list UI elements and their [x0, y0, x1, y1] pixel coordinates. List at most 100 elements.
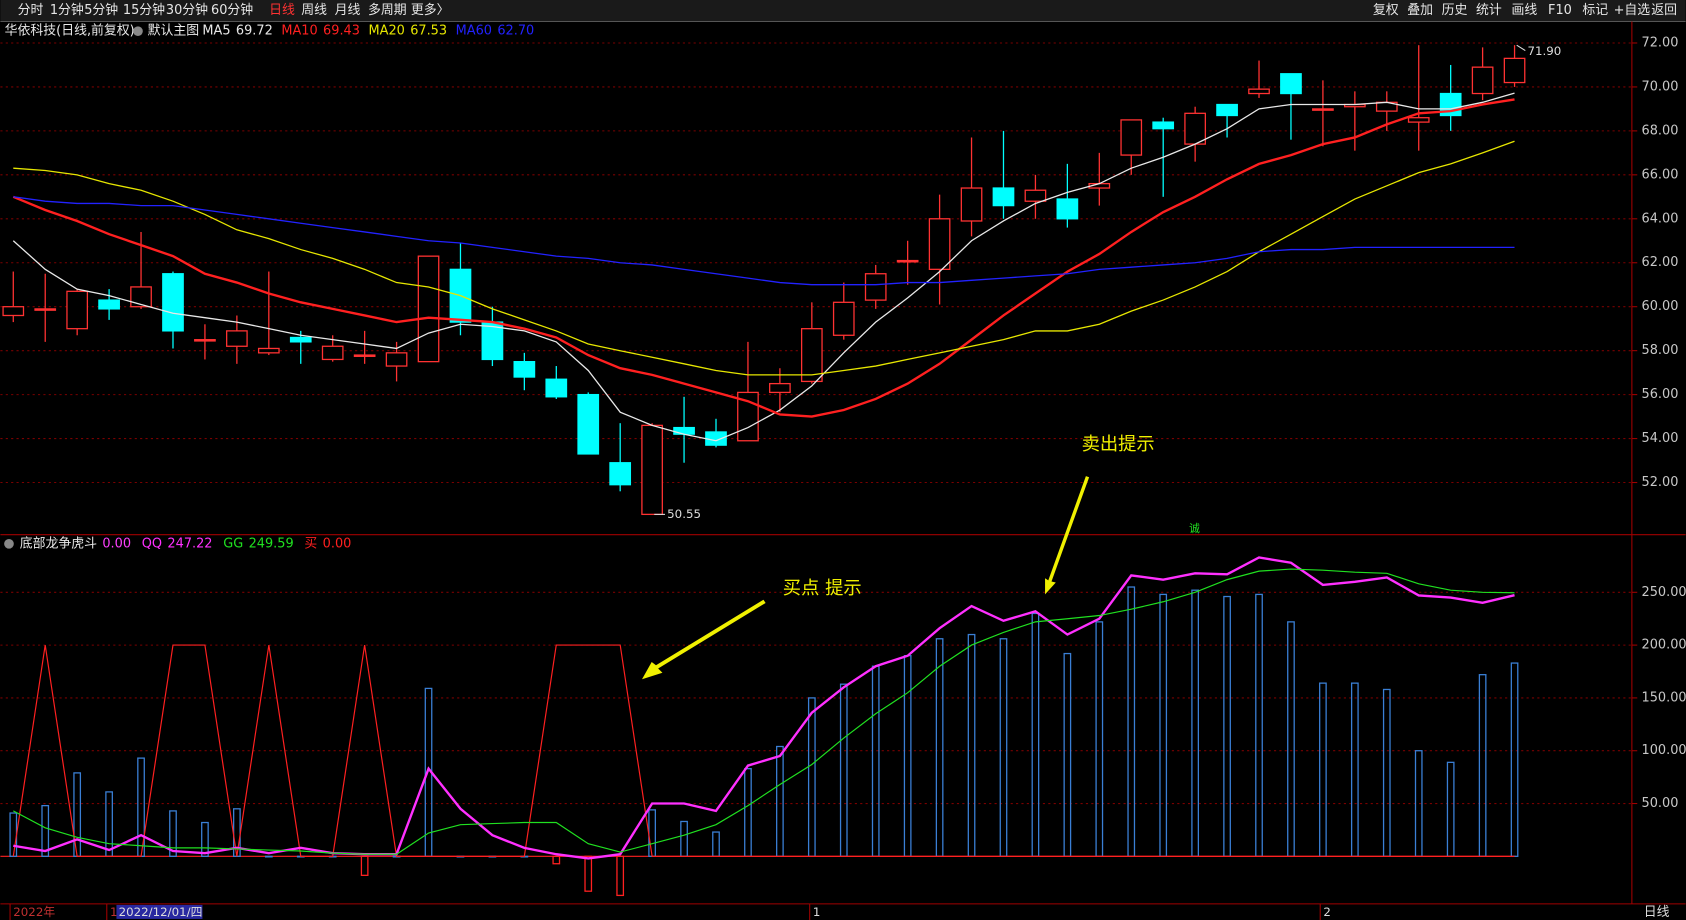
buy-arrow: [642, 599, 766, 680]
candle-body: [513, 360, 536, 378]
sell-hint: 卖出提示: [1082, 434, 1155, 455]
ma-line: [12, 92, 1515, 442]
ma-line: [12, 98, 1515, 418]
indicator-bar: [552, 855, 561, 865]
toolbar-button[interactable]: 更多〉: [411, 3, 450, 18]
y-tick-label: 64.00: [1642, 211, 1679, 226]
candle-body: [832, 301, 855, 336]
candle-body: [1024, 189, 1047, 202]
toolbar-button[interactable]: 复权: [1373, 2, 1399, 18]
candle-body: [257, 347, 280, 354]
y-tick-label: 66.00: [1642, 167, 1679, 182]
candle-body: [1280, 73, 1302, 95]
toolbar-button[interactable]: 30分钟: [166, 2, 208, 18]
candle-body: [1120, 119, 1143, 156]
legend-value: 62.70: [497, 24, 534, 39]
legend-value: 67.53: [410, 24, 447, 39]
toolbar-button[interactable]: 日线: [269, 3, 295, 18]
signal-mark: 诚: [1189, 522, 1200, 535]
legend-name: 买: [304, 536, 317, 551]
high-pointer: [1516, 44, 1526, 52]
toolbar-button[interactable]: 周线: [301, 3, 327, 18]
candle-body: [162, 273, 184, 332]
candle-body: [928, 218, 951, 270]
legend-value: 69.43: [323, 24, 360, 39]
toolbar-button[interactable]: 标记: [1582, 3, 1608, 18]
indicator-panel: 50.00 100.00 150.00 200.00 250.00 底部龙争虎斗 0.00 Q…: [0, 535, 1686, 897]
y-tick-label: 50.00: [1642, 796, 1679, 811]
legend-name: MA5: [202, 24, 230, 39]
y-tick-label: 52.00: [1642, 475, 1679, 490]
candle-body: [769, 382, 791, 394]
time-label: 2022年: [13, 905, 55, 919]
legend-value: 0.00: [323, 536, 352, 551]
candle-body: [1471, 66, 1494, 95]
toolbar-button[interactable]: 60分钟: [211, 2, 253, 18]
legend-value: 69.72: [236, 24, 273, 39]
candle-body: [1312, 108, 1334, 111]
indicator-bar: [584, 855, 593, 892]
toolbar-button[interactable]: 统计: [1476, 3, 1502, 18]
candle-body: [1216, 103, 1238, 117]
indicator-line: [13, 568, 1515, 855]
toolbar-button[interactable]: 返回: [1651, 3, 1677, 18]
toolbar-button[interactable]: 5分钟: [84, 2, 118, 18]
candle-body: [226, 330, 248, 347]
legend-name: QQ: [142, 536, 162, 551]
legend-name: MA60: [456, 24, 492, 39]
indicator-bar: [360, 855, 369, 876]
candle-body: [1503, 57, 1526, 84]
y-tick-label: 54.00: [1642, 431, 1679, 446]
toolbar-button[interactable]: 历史: [1442, 3, 1468, 18]
candle-body: [321, 345, 344, 361]
candle-body: [194, 339, 216, 342]
candle-body: [800, 328, 823, 383]
main-panel: 52.00 54.00 56.00 58.00 60.00 62.00 64.00 66.00…: [0, 35, 1679, 521]
ma-line: [13, 196, 1515, 286]
candle-body: [130, 286, 152, 308]
y-tick-label: 62.00: [1642, 255, 1679, 270]
candle-body: [353, 354, 376, 357]
candle-body: [2, 306, 25, 317]
indicator-bar: [201, 821, 209, 857]
toolbar-button[interactable]: 1分钟: [50, 2, 84, 18]
candle-body: [1248, 88, 1270, 95]
indicator-bar: [169, 810, 177, 857]
toolbar-button[interactable]: 月线: [335, 3, 361, 18]
y-tick-label: 200.00: [1642, 638, 1686, 653]
candle-body: [1407, 117, 1430, 123]
candle-body: [960, 187, 983, 222]
toolbar-button[interactable]: +自选: [1614, 3, 1651, 18]
candle-body: [385, 352, 408, 367]
legend-value: 249.59: [249, 536, 294, 551]
indicator-line: [12, 644, 1515, 857]
buy-hint: 买点 提示: [783, 578, 862, 599]
toolbar-button[interactable]: 多周期: [368, 3, 407, 18]
period-label[interactable]: 日线: [1644, 905, 1670, 920]
y-tick-label: 100.00: [1642, 743, 1686, 758]
y-tick-label: 250.00: [1642, 585, 1686, 600]
stock-title: 华依科技(日线,前复权): [5, 23, 135, 39]
y-tick-label: 72.00: [1642, 35, 1679, 50]
indicator-bar: [616, 855, 625, 897]
toolbar-button[interactable]: 分时: [18, 3, 44, 18]
candle-body: [417, 255, 440, 363]
toolbar-button[interactable]: F10: [1548, 3, 1572, 18]
cursor-date-box: [116, 904, 203, 919]
candle-body: [1056, 198, 1079, 220]
candle-body: [289, 336, 312, 343]
candle-body: [992, 187, 1015, 207]
toolbar-button[interactable]: 15分钟: [123, 2, 165, 18]
toolbar-button[interactable]: 画线: [1512, 3, 1538, 18]
toolbar-button[interactable]: 叠加: [1407, 3, 1433, 18]
candle-body: [98, 299, 120, 310]
y-tick-label: 60.00: [1642, 299, 1679, 314]
template-name: 默认主图: [148, 23, 200, 39]
candle-body: [1184, 112, 1206, 145]
indicator-bar: [1510, 662, 1519, 857]
y-tick-label: 150.00: [1642, 690, 1686, 705]
time-label: 1: [813, 905, 821, 919]
indicator-line: [13, 556, 1515, 860]
